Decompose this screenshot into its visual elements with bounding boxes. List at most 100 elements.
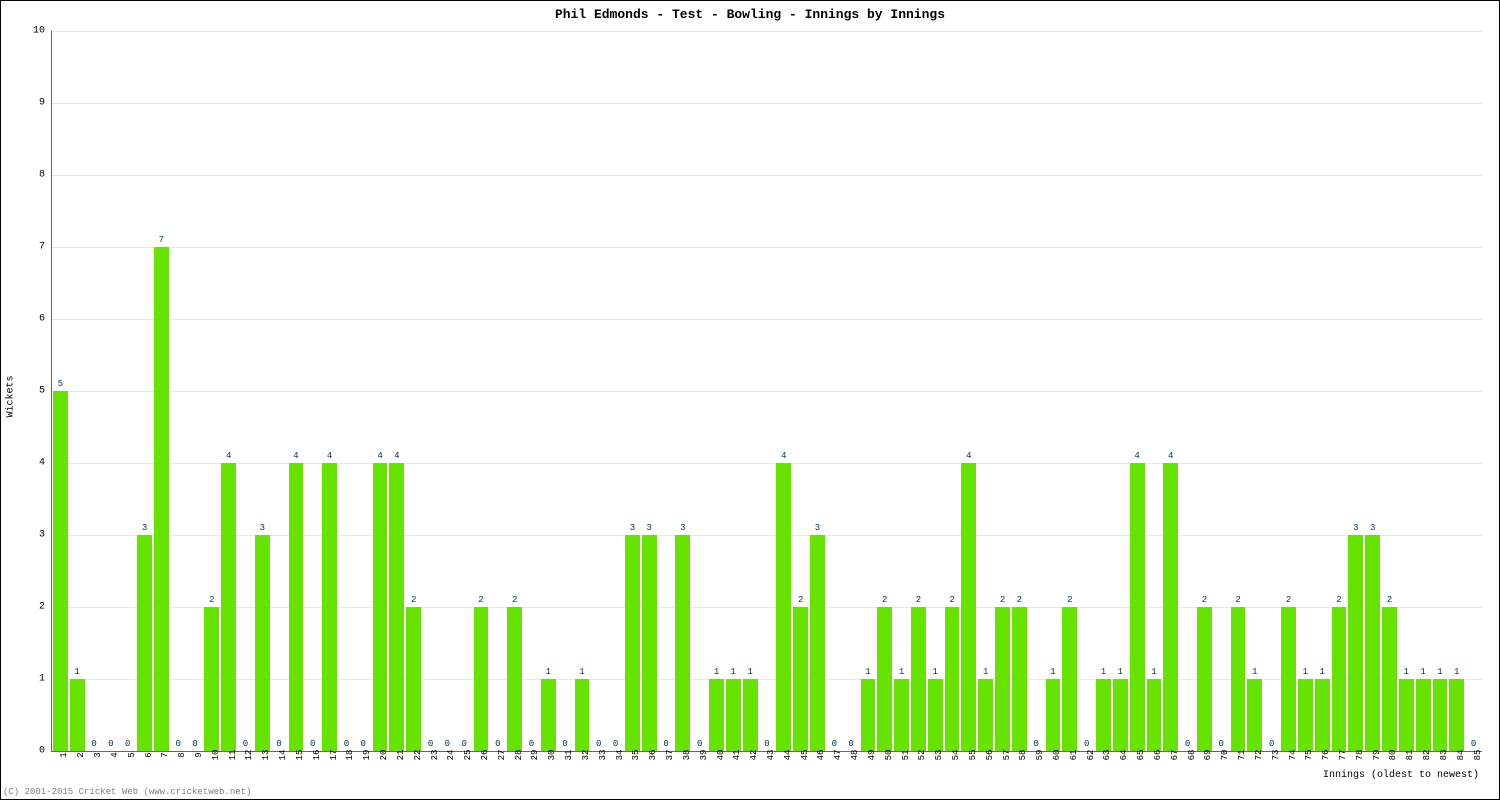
x-tick-label: 34 <box>615 750 625 761</box>
bar-value-label: 1 <box>1454 667 1459 677</box>
bar <box>541 679 556 751</box>
bar-value-label: 0 <box>445 739 450 749</box>
bar <box>1365 535 1380 751</box>
bar <box>137 535 152 751</box>
gridline <box>52 463 1482 464</box>
bar-value-label: 4 <box>966 451 971 461</box>
x-tick-label: 38 <box>682 750 692 761</box>
bar-value-label: 5 <box>58 379 63 389</box>
x-tick-label: 10 <box>211 750 221 761</box>
x-tick-label: 50 <box>884 750 894 761</box>
bar-value-label: 0 <box>344 739 349 749</box>
x-tick-label: 4 <box>110 752 120 757</box>
bar-value-label: 3 <box>630 523 635 533</box>
x-tick-label: 24 <box>446 750 456 761</box>
bar-value-label: 3 <box>1353 523 1358 533</box>
bar-value-label: 1 <box>546 667 551 677</box>
bar-value-label: 3 <box>142 523 147 533</box>
bar <box>1281 607 1296 751</box>
x-tick-label: 57 <box>1002 750 1012 761</box>
y-tick-label: 10 <box>25 26 45 37</box>
bar-value-label: 0 <box>848 739 853 749</box>
bar <box>877 607 892 751</box>
x-tick-label: 66 <box>1153 750 1163 761</box>
bar <box>945 607 960 751</box>
bar-value-label: 1 <box>75 667 80 677</box>
y-tick-label: 3 <box>25 530 45 541</box>
x-tick-label: 39 <box>699 750 709 761</box>
bar-value-label: 2 <box>478 595 483 605</box>
bar-value-label: 3 <box>647 523 652 533</box>
bar-value-label: 0 <box>1084 739 1089 749</box>
bar-value-label: 4 <box>1134 451 1139 461</box>
bar-value-label: 4 <box>293 451 298 461</box>
x-tick-label: 17 <box>329 750 339 761</box>
bar-value-label: 0 <box>175 739 180 749</box>
bar-value-label: 4 <box>327 451 332 461</box>
bar-value-label: 0 <box>562 739 567 749</box>
gridline <box>52 31 1482 32</box>
copyright-text: (C) 2001-2015 Cricket Web (www.cricketwe… <box>3 787 251 797</box>
x-tick-label: 59 <box>1035 750 1045 761</box>
bar <box>1197 607 1212 751</box>
bar <box>1416 679 1431 751</box>
bar-value-label: 1 <box>1420 667 1425 677</box>
bar-value-label: 0 <box>764 739 769 749</box>
x-tick-label: 85 <box>1473 750 1483 761</box>
gridline <box>52 175 1482 176</box>
bar-value-label: 0 <box>697 739 702 749</box>
x-tick-label: 27 <box>497 750 507 761</box>
x-tick-label: 13 <box>261 750 271 761</box>
bar <box>776 463 791 751</box>
bar-value-label: 1 <box>747 667 752 677</box>
x-tick-label: 12 <box>244 750 254 761</box>
bar-value-label: 1 <box>731 667 736 677</box>
bar-value-label: 2 <box>209 595 214 605</box>
bar <box>1315 679 1330 751</box>
bar <box>1096 679 1111 751</box>
bar-value-label: 2 <box>916 595 921 605</box>
bar-value-label: 0 <box>613 739 618 749</box>
x-tick-label: 70 <box>1220 750 1230 761</box>
x-tick-label: 11 <box>228 750 238 761</box>
x-tick-label: 35 <box>631 750 641 761</box>
bar-value-label: 2 <box>512 595 517 605</box>
x-tick-label: 9 <box>194 752 204 757</box>
bar <box>1062 607 1077 751</box>
x-tick-label: 65 <box>1136 750 1146 761</box>
y-tick-label: 2 <box>25 602 45 613</box>
bar-value-label: 0 <box>461 739 466 749</box>
bar-value-label: 0 <box>1219 739 1224 749</box>
y-axis-label: Wickets <box>6 375 17 417</box>
bar-value-label: 0 <box>361 739 366 749</box>
bar <box>575 679 590 751</box>
bar <box>743 679 758 751</box>
bar-value-label: 1 <box>983 667 988 677</box>
bar-value-label: 4 <box>377 451 382 461</box>
bar-value-label: 4 <box>781 451 786 461</box>
x-tick-label: 7 <box>160 752 170 757</box>
bar-value-label: 2 <box>1000 595 1005 605</box>
bar <box>1348 535 1363 751</box>
bar <box>1449 679 1464 751</box>
x-tick-label: 40 <box>716 750 726 761</box>
bar <box>154 247 169 751</box>
bar-value-label: 0 <box>428 739 433 749</box>
bar-value-label: 2 <box>411 595 416 605</box>
x-tick-label: 30 <box>547 750 557 761</box>
x-tick-label: 23 <box>430 750 440 761</box>
bar-value-label: 0 <box>243 739 248 749</box>
bar <box>675 535 690 751</box>
bar <box>1231 607 1246 751</box>
bar <box>928 679 943 751</box>
x-tick-label: 8 <box>177 752 187 757</box>
bar-value-label: 0 <box>1471 739 1476 749</box>
bar <box>373 463 388 751</box>
x-tick-label: 52 <box>917 750 927 761</box>
y-tick-label: 9 <box>25 98 45 109</box>
bar <box>978 679 993 751</box>
bar <box>53 391 68 751</box>
gridline <box>52 103 1482 104</box>
bar <box>625 535 640 751</box>
x-tick-label: 41 <box>732 750 742 761</box>
